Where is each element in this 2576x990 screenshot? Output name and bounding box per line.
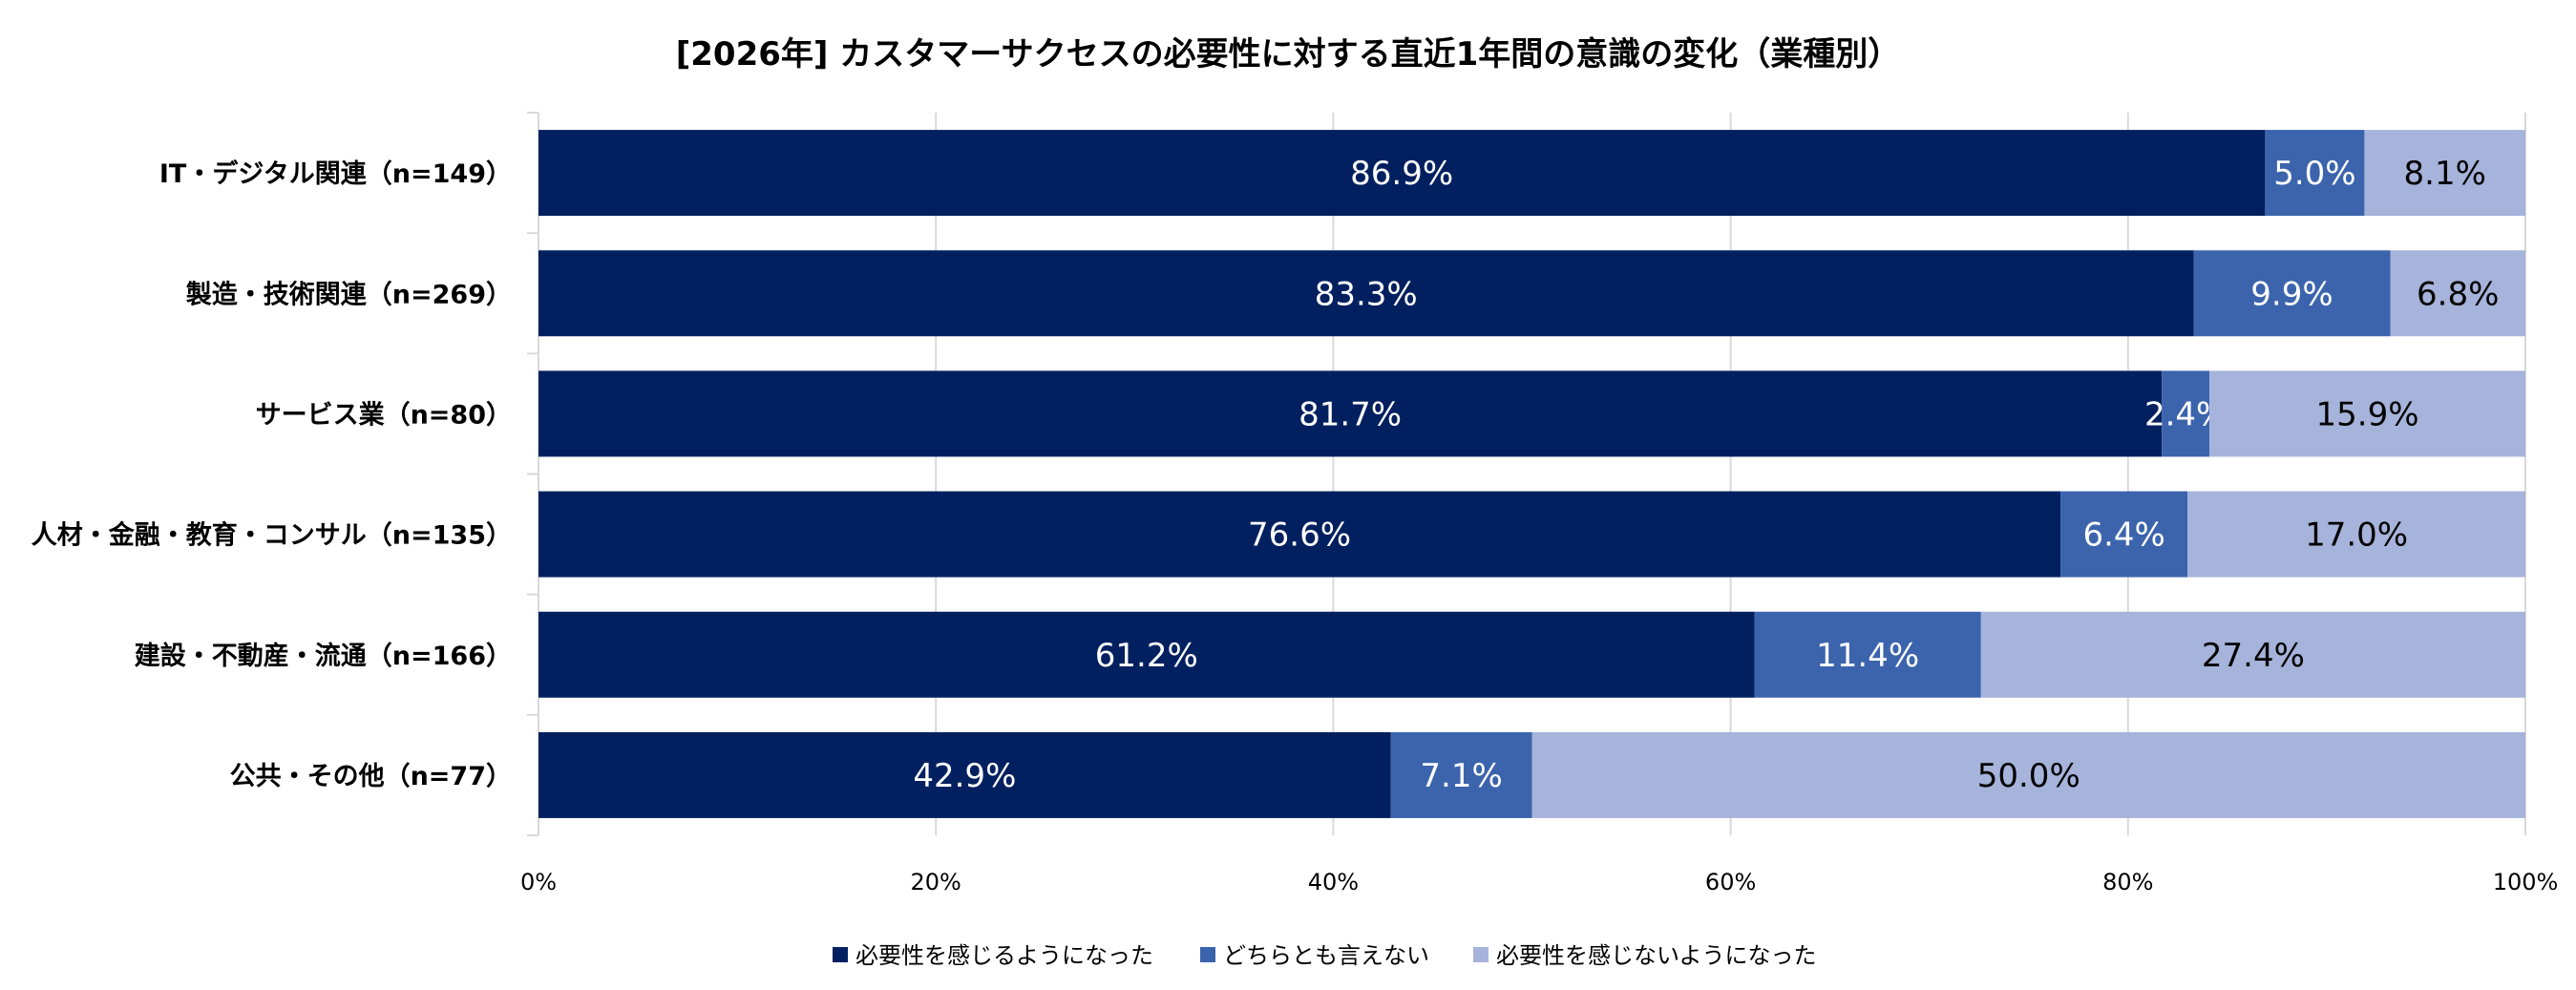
bar-segment [2209, 370, 2525, 457]
legend-label: どちらとも言えない [1223, 942, 1429, 969]
data-label: 76.6% [1248, 516, 1351, 555]
data-label: 5.0% [2273, 155, 2355, 193]
x-tick-label: 0% [520, 869, 557, 895]
category-label: IT・デジタル関連（n=149） [159, 158, 512, 189]
legend-label: 必要性を感じないようになった [1496, 942, 1817, 969]
bar-segment [538, 491, 2061, 578]
bar-segment [1390, 731, 1532, 818]
category-label: 公共・その他（n=77） [230, 762, 512, 791]
data-label: 11.4% [1816, 637, 1919, 675]
legend-label: 必要性を感じるようになった [855, 942, 1153, 969]
bar-segment [2187, 491, 2525, 578]
category-label: 人材・金融・教育・コンサル（n=135） [32, 520, 512, 551]
data-label: 17.0% [2305, 516, 2408, 555]
bar-segment [538, 370, 2163, 457]
data-label: 15.9% [2316, 395, 2419, 433]
chart-title: [2026年] カスタマーサクセスの必要性に対する直近1年間の意識の変化（業種別… [676, 35, 1901, 74]
data-label: 27.4% [2202, 637, 2305, 675]
legend-swatch [1200, 947, 1215, 962]
bar-segment [2265, 130, 2365, 217]
data-label: 42.9% [913, 757, 1016, 795]
bar-segment [1754, 611, 1981, 698]
bar-segment [538, 731, 1391, 818]
bar-segment [2193, 250, 2391, 337]
legend-swatch [833, 947, 848, 962]
bar-segment [1531, 731, 2525, 818]
data-label: 50.0% [1977, 757, 2080, 795]
data-label: 61.2% [1095, 637, 1198, 675]
bar-segment [538, 130, 2266, 217]
bar-segment [2162, 370, 2210, 457]
data-label: 7.1% [1420, 757, 1502, 795]
bar-segment [2060, 491, 2188, 578]
data-label: 8.1% [2404, 155, 2486, 193]
bar-segment [2364, 130, 2525, 217]
x-tick-label: 40% [1308, 869, 1359, 895]
x-tick-label: 20% [911, 869, 961, 895]
bar-segment [538, 611, 1755, 698]
x-tick-label: 80% [2102, 869, 2153, 895]
category-label: 建設・不動産・流通（n=166） [135, 641, 512, 671]
category-label: サービス業（n=80） [256, 400, 512, 430]
legend-swatch [1473, 947, 1489, 962]
data-label: 6.8% [2417, 275, 2499, 313]
x-tick-label: 100% [2493, 869, 2559, 895]
data-label: 6.4% [2082, 516, 2164, 555]
category-label: 製造・技術関連（n=269） [186, 280, 512, 309]
bar-segment [1980, 611, 2525, 698]
data-label: 86.9% [1350, 155, 1453, 193]
data-label: 83.3% [1315, 275, 1418, 313]
data-label: 9.9% [2250, 275, 2333, 313]
bar-segment [538, 250, 2194, 337]
data-label: 81.7% [1299, 395, 1402, 433]
x-tick-label: 60% [1705, 869, 1756, 895]
bar-segment [2390, 250, 2525, 337]
